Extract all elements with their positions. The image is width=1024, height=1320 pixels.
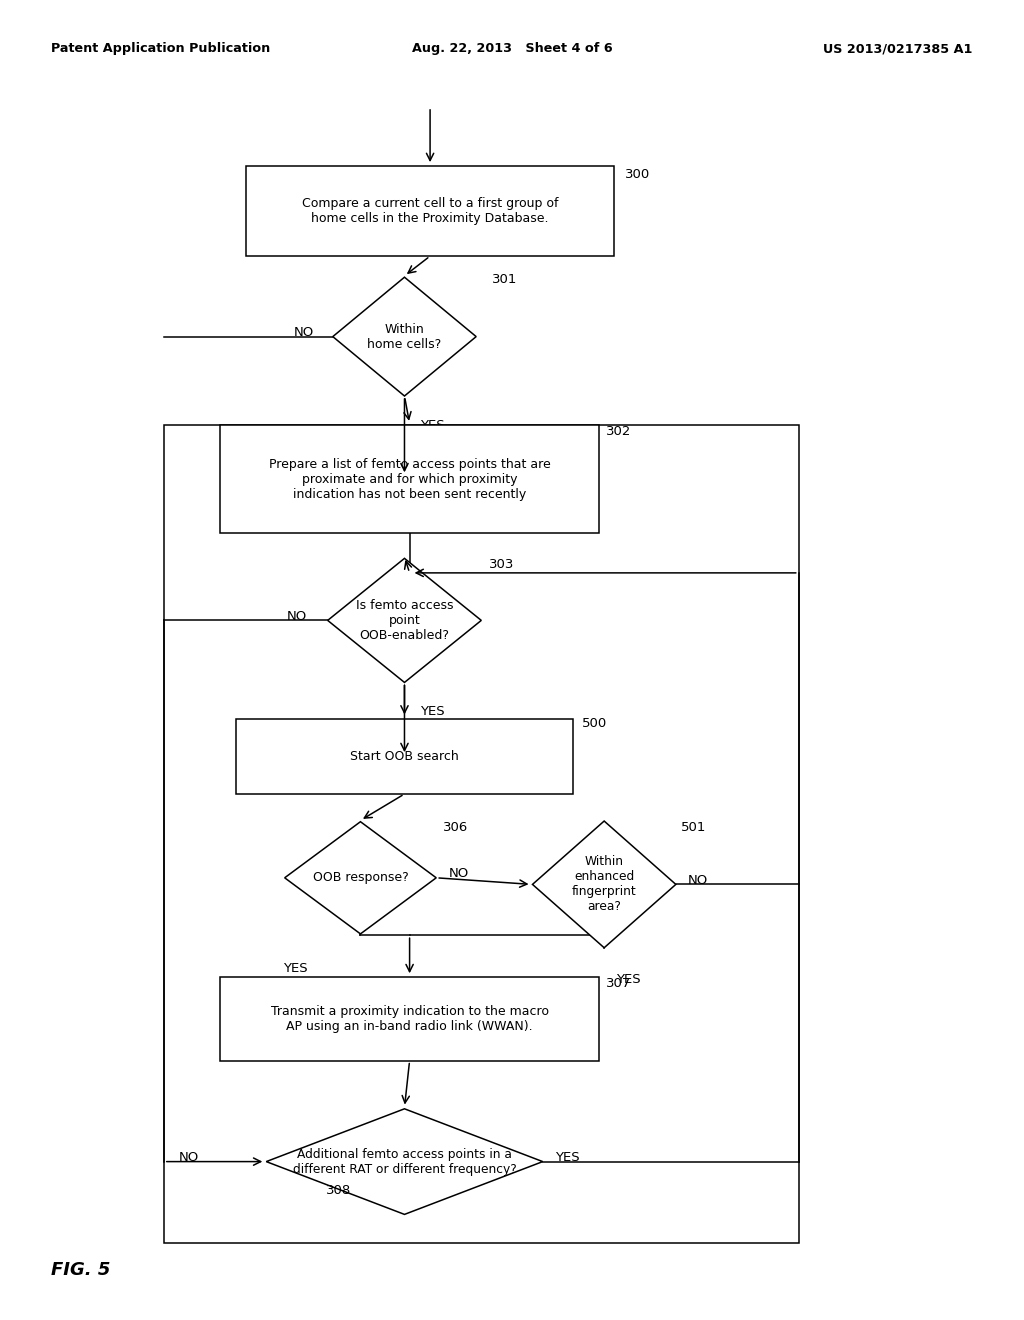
Polygon shape xyxy=(328,558,481,682)
FancyBboxPatch shape xyxy=(220,425,599,533)
Text: 306: 306 xyxy=(443,821,469,834)
Text: US 2013/0217385 A1: US 2013/0217385 A1 xyxy=(823,42,973,55)
Text: 300: 300 xyxy=(625,168,650,181)
Text: Start OOB search: Start OOB search xyxy=(350,750,459,763)
Text: 501: 501 xyxy=(681,821,707,834)
Text: 307: 307 xyxy=(606,977,632,990)
Text: Within
home cells?: Within home cells? xyxy=(368,322,441,351)
Text: Additional femto access points in a
different RAT or different frequency?: Additional femto access points in a diff… xyxy=(293,1147,516,1176)
Text: NO: NO xyxy=(287,610,307,623)
Text: FIG. 5: FIG. 5 xyxy=(51,1261,111,1279)
Text: Prepare a list of femto access points that are
proximate and for which proximity: Prepare a list of femto access points th… xyxy=(268,458,551,500)
Text: NO: NO xyxy=(179,1151,200,1164)
Polygon shape xyxy=(266,1109,543,1214)
Text: YES: YES xyxy=(420,418,444,432)
Text: Transmit a proximity indication to the macro
AP using an in-band radio link (WWA: Transmit a proximity indication to the m… xyxy=(270,1005,549,1034)
Text: OOB response?: OOB response? xyxy=(312,871,409,884)
Text: Within
enhanced
fingerprint
area?: Within enhanced fingerprint area? xyxy=(571,855,637,913)
Text: YES: YES xyxy=(616,973,641,986)
Text: NO: NO xyxy=(294,326,314,339)
Polygon shape xyxy=(532,821,676,948)
Polygon shape xyxy=(333,277,476,396)
Text: Compare a current cell to a first group of
home cells in the Proximity Database.: Compare a current cell to a first group … xyxy=(302,197,558,226)
Text: Aug. 22, 2013   Sheet 4 of 6: Aug. 22, 2013 Sheet 4 of 6 xyxy=(412,42,612,55)
Text: 301: 301 xyxy=(492,273,517,286)
Text: YES: YES xyxy=(283,962,307,974)
Text: NO: NO xyxy=(688,874,709,887)
Text: Is femto access
point
OOB-enabled?: Is femto access point OOB-enabled? xyxy=(355,599,454,642)
FancyBboxPatch shape xyxy=(236,718,573,795)
Text: Patent Application Publication: Patent Application Publication xyxy=(51,42,270,55)
Text: YES: YES xyxy=(420,705,444,718)
Text: 500: 500 xyxy=(582,717,607,730)
FancyBboxPatch shape xyxy=(246,166,614,256)
Text: 308: 308 xyxy=(326,1184,351,1197)
Text: YES: YES xyxy=(555,1151,580,1164)
FancyBboxPatch shape xyxy=(220,977,599,1061)
Polygon shape xyxy=(285,821,436,935)
Text: 302: 302 xyxy=(606,425,632,438)
Text: NO: NO xyxy=(449,867,469,880)
Text: 303: 303 xyxy=(489,558,515,572)
